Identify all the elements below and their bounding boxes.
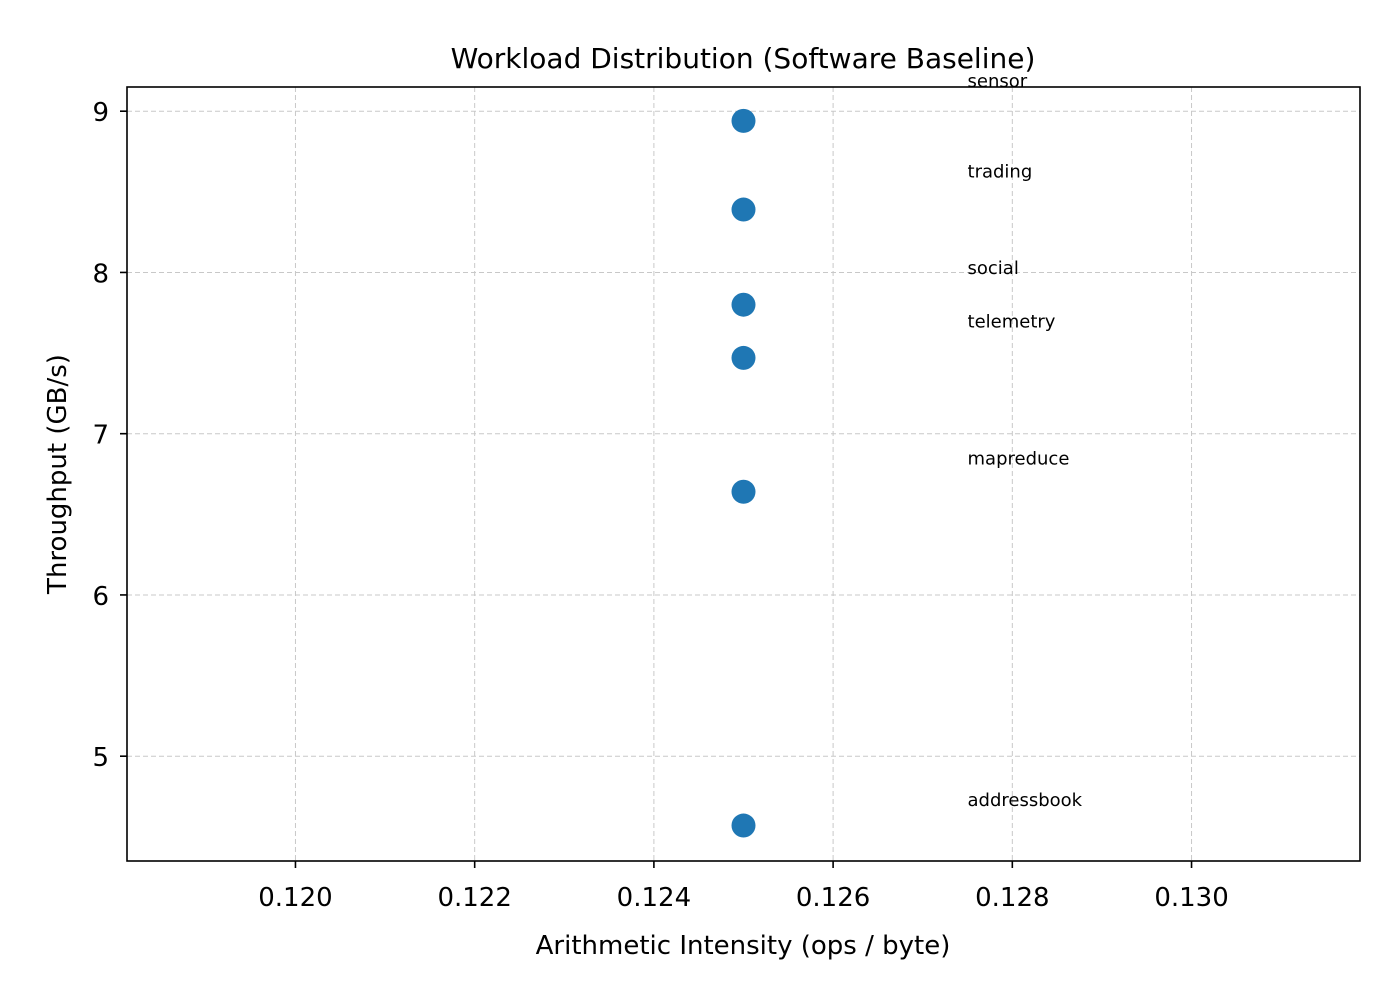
- point-annotation-social: social: [968, 258, 1019, 279]
- plot-frame: [126, 86, 1361, 862]
- point-annotation-addressbook: addressbook: [968, 790, 1083, 811]
- point-annotation-telemetry: telemetry: [968, 311, 1056, 332]
- data-point-mapreduce: [731, 479, 756, 504]
- x-tick-label: 0.126: [796, 883, 870, 913]
- y-tick-label: 5: [92, 743, 109, 773]
- x-tick-label: 0.120: [258, 883, 332, 913]
- data-point-telemetry: [731, 345, 756, 370]
- y-tick-label: 6: [92, 582, 109, 612]
- y-tick-label: 9: [92, 98, 109, 128]
- point-annotation-sensor: sensor: [968, 71, 1028, 92]
- data-point-social: [731, 292, 756, 317]
- x-tick-label: 0.130: [1154, 883, 1228, 913]
- y-tick-label: 7: [92, 421, 109, 451]
- tick-layer: 0.120 0.122 0.124 0.126 0.128 0.130 5 6 7 8 9: [92, 98, 1228, 913]
- x-axis-label: Arithmetic Intensity (ops / byte): [536, 931, 951, 961]
- y-axis-label: Throughput (GB/s): [43, 354, 73, 595]
- y-tick-label: 8: [92, 259, 109, 289]
- data-point-addressbook: [731, 813, 756, 838]
- point-annotation-trading: trading: [968, 161, 1033, 182]
- point-annotation-mapreduce: mapreduce: [968, 448, 1070, 469]
- point-layer: [731, 108, 756, 838]
- data-point-sensor: [731, 108, 756, 133]
- annotation-layer: sensor trading social telemetry mapreduce add…: [968, 71, 1083, 811]
- chart-title: Workload Distribution (Software Baseline…: [451, 42, 1036, 75]
- data-point-trading: [731, 197, 756, 222]
- x-tick-label: 0.124: [617, 883, 691, 913]
- x-tick-label: 0.122: [437, 883, 511, 913]
- x-tick-label: 0.128: [975, 883, 1049, 913]
